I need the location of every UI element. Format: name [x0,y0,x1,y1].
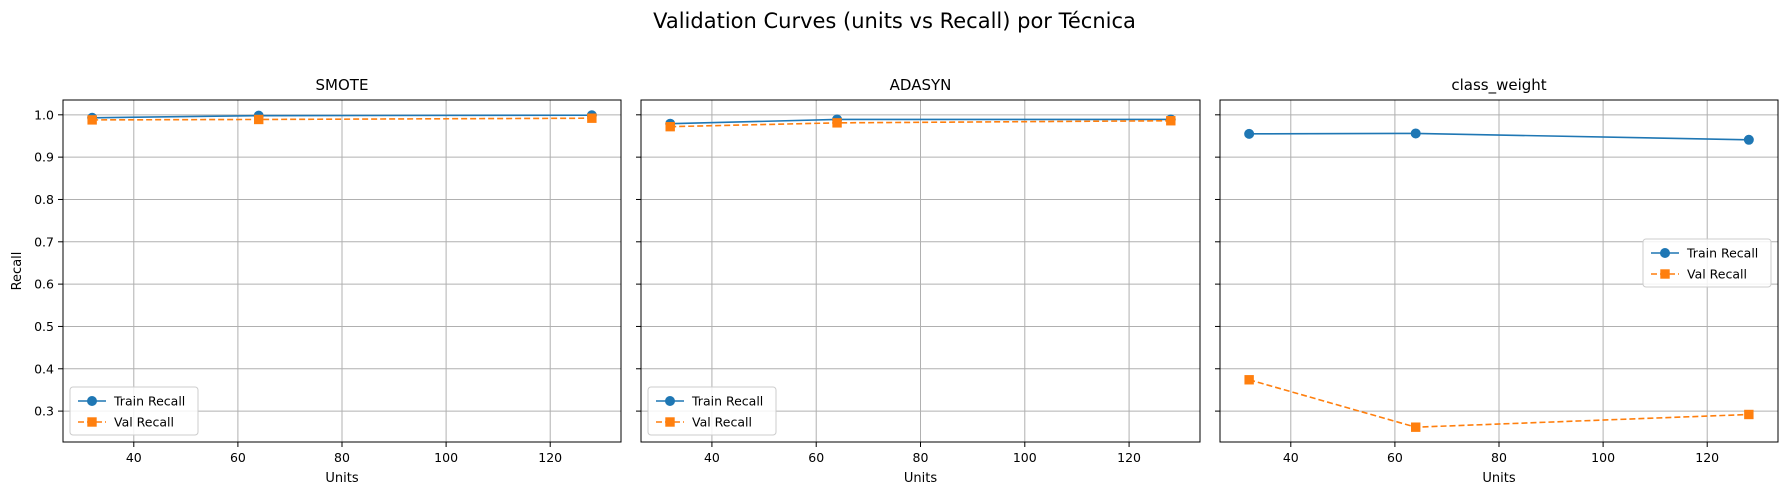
legend-item-val-recall: Val Recall [78,415,174,430]
legend-label: Val Recall [1687,267,1747,282]
legend-item-val-recall: Val Recall [656,415,752,430]
series-val-recall [1244,375,1754,432]
y-tick-label: 0.4 [34,361,54,376]
subplot-title: SMOTE [316,76,369,94]
x-tick-label: 120 [1695,450,1719,465]
data-point [87,115,97,125]
x-tick-label: 60 [1387,450,1403,465]
data-point [1244,375,1254,385]
subplot-title: class_weight [1451,76,1546,95]
data-point [1410,128,1421,139]
x-tick-label: 120 [1117,450,1141,465]
x-axis-label: Units [1482,471,1515,486]
subplot-1: 40 60 80 100 120 ADASYN Units Train Recall Val R… [636,76,1201,486]
x-tick-label: 60 [230,450,246,465]
y-tick-label: 0.8 [34,192,54,207]
y-tick-label: 0.5 [34,319,54,334]
x-tick-label: 100 [1591,450,1615,465]
legend-label: Val Recall [114,415,174,430]
legend-item-train-recall: Train Recall [656,394,763,409]
data-point [665,121,675,132]
y-tick-label: 0.3 [34,404,54,419]
x-tick-label: 60 [808,450,824,465]
x-axis-label: Units [325,471,358,486]
legend-marker [1660,269,1670,279]
subplot-panels: 40 60 80 100 120 0.3 0.4 0.5 0.6 0.7 0.8 0.9 1.0 SMOT… [10,76,1779,486]
series-train-recall [1244,128,1754,145]
data-point [1743,134,1754,145]
legend-item-train-recall: Train Recall [1651,246,1758,261]
legend-item-train-recall: Train Recall [78,394,185,409]
legend: Train Recall Val Recall [1642,238,1772,288]
series-val-recall [87,113,597,125]
legend-box [69,386,199,436]
legend-label: Val Recall [692,415,752,430]
data-point [1744,409,1754,420]
y-axis-label: Recall [10,252,25,291]
subplot-0: 40 60 80 100 120 0.3 0.4 0.5 0.6 0.7 0.8 0.9 1.0 SMOT… [10,76,622,486]
data-point [254,114,264,125]
x-tick-label: 80 [1491,450,1507,465]
data-point [1166,116,1176,126]
x-tick-label: 80 [913,450,929,465]
legend-marker [87,417,97,427]
y-tick-label: 0.6 [34,277,54,292]
x-tick-label: 100 [1013,450,1037,465]
series-val-recall [665,116,1176,132]
legend-label: Train Recall [1686,246,1758,261]
legend-marker [1660,248,1670,258]
legend: Train Recall Val Recall [69,386,199,436]
x-tick-label: 40 [704,450,720,465]
x-tick-label: 40 [126,450,142,465]
y-tick-label: 0.7 [34,234,54,249]
legend-label: Train Recall [691,394,763,409]
figure-title: Validation Curves (units vs Recall) por … [653,9,1136,33]
legend-item-val-recall: Val Recall [1651,267,1747,282]
legend-marker [665,417,675,427]
legend-marker [665,396,675,406]
legend: Train Recall Val Recall [647,386,777,436]
subplot-2: 40 60 80 100 120 class_weight Units Train Recal… [1215,76,1779,486]
legend-label: Train Recall [113,394,185,409]
data-point [832,118,842,128]
data-point [1244,128,1255,139]
y-tick-label: 1.0 [34,107,54,122]
x-axis-label: Units [904,471,937,486]
data-point [1411,422,1421,432]
x-tick-label: 80 [334,450,350,465]
x-tick-label: 40 [1283,450,1299,465]
x-tick-label: 120 [538,450,562,465]
legend-box [647,386,777,436]
data-point [587,113,597,123]
x-tick-label: 100 [434,450,458,465]
legend-box [1642,238,1772,288]
subplot-title: ADASYN [890,76,952,94]
legend-marker [87,396,97,406]
y-tick-label: 0.9 [34,150,54,165]
